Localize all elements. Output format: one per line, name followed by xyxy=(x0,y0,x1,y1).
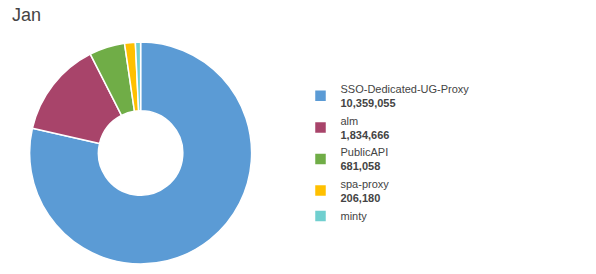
svg-text:PublicAPI681,058: PublicAPI681,058 xyxy=(341,146,389,172)
svg-text:SSO-Dedicated-UG-Proxy10,359,0: SSO-Dedicated-UG-Proxy10,359,055 xyxy=(341,83,470,109)
svg-text:alm1,834,666: alm1,834,666 xyxy=(341,115,390,141)
svg-text:Jan: Jan xyxy=(12,5,41,25)
svg-text:minty: minty xyxy=(341,210,368,222)
svg-text:spa-proxy206,180: spa-proxy206,180 xyxy=(341,178,390,204)
